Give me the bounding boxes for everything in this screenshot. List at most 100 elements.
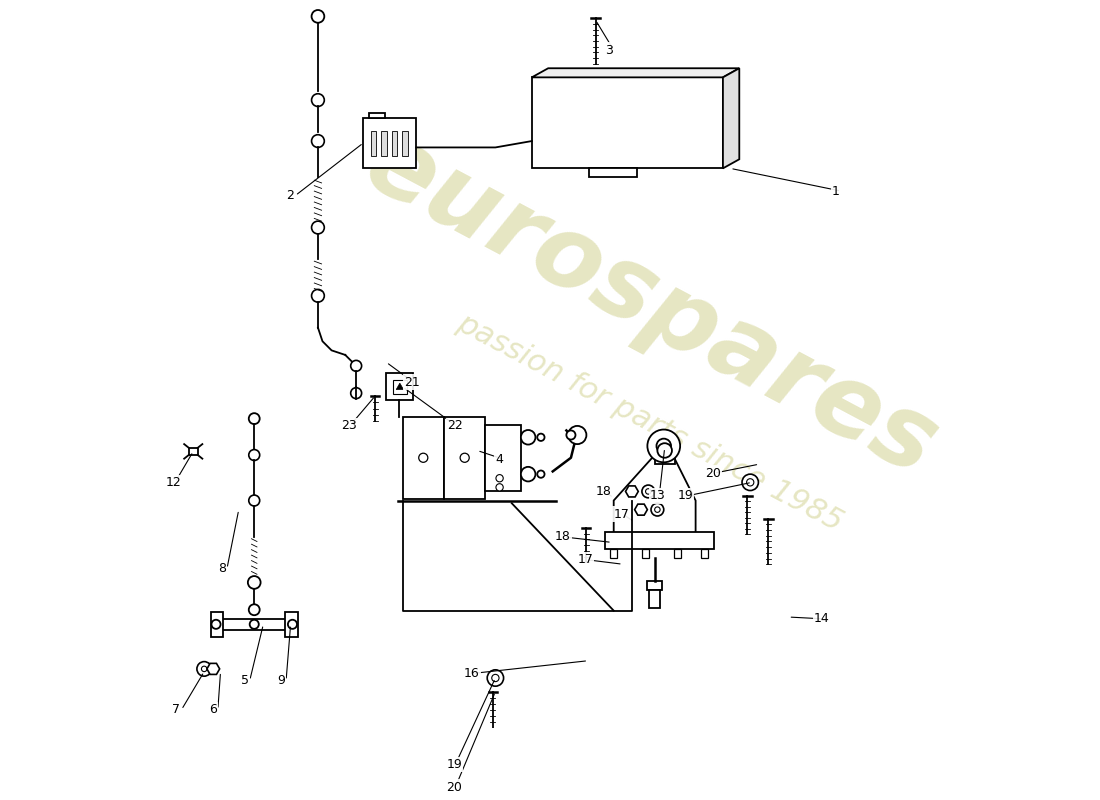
Circle shape bbox=[629, 488, 635, 494]
Circle shape bbox=[648, 430, 680, 462]
Circle shape bbox=[646, 489, 651, 494]
Circle shape bbox=[638, 506, 645, 513]
Circle shape bbox=[521, 430, 536, 445]
Bar bbox=[403, 417, 444, 498]
Circle shape bbox=[566, 430, 575, 439]
Circle shape bbox=[351, 388, 362, 398]
Text: 18: 18 bbox=[554, 530, 571, 543]
Bar bbox=[649, 590, 660, 608]
Circle shape bbox=[201, 666, 207, 672]
Text: 20: 20 bbox=[447, 781, 462, 794]
Text: 19: 19 bbox=[678, 490, 693, 502]
Bar bbox=[393, 380, 407, 394]
Text: 7: 7 bbox=[173, 703, 180, 716]
Circle shape bbox=[569, 426, 586, 444]
Circle shape bbox=[249, 450, 260, 461]
Circle shape bbox=[654, 507, 660, 512]
Circle shape bbox=[496, 484, 503, 491]
Bar bbox=[210, 611, 223, 637]
Circle shape bbox=[197, 662, 211, 676]
Text: 18: 18 bbox=[595, 485, 612, 498]
Text: 23: 23 bbox=[341, 419, 356, 433]
Bar bbox=[654, 437, 674, 464]
Circle shape bbox=[651, 503, 663, 516]
Bar bbox=[701, 549, 708, 558]
Polygon shape bbox=[614, 455, 695, 537]
Text: 13: 13 bbox=[650, 490, 666, 502]
Bar bbox=[285, 611, 298, 637]
Circle shape bbox=[248, 576, 261, 589]
Polygon shape bbox=[635, 504, 648, 515]
Circle shape bbox=[460, 454, 470, 462]
Circle shape bbox=[521, 467, 536, 482]
Text: 20: 20 bbox=[705, 466, 720, 480]
Circle shape bbox=[747, 478, 754, 486]
Polygon shape bbox=[723, 68, 739, 168]
Text: 15: 15 bbox=[578, 799, 593, 800]
Bar bbox=[610, 549, 617, 558]
Bar bbox=[444, 417, 485, 498]
Bar bbox=[605, 532, 714, 549]
Circle shape bbox=[288, 620, 297, 629]
Text: 17: 17 bbox=[614, 508, 629, 521]
Circle shape bbox=[657, 438, 671, 454]
Bar bbox=[674, 549, 681, 558]
Bar bbox=[485, 425, 521, 490]
Bar bbox=[648, 581, 662, 590]
Bar bbox=[590, 168, 637, 178]
Text: 12: 12 bbox=[166, 476, 182, 489]
Polygon shape bbox=[207, 663, 220, 674]
Circle shape bbox=[742, 474, 758, 490]
Circle shape bbox=[249, 413, 260, 424]
Bar bbox=[371, 131, 376, 156]
Bar bbox=[392, 131, 397, 156]
Circle shape bbox=[249, 604, 260, 615]
Circle shape bbox=[537, 470, 544, 478]
Circle shape bbox=[311, 94, 324, 106]
Text: 3: 3 bbox=[605, 43, 613, 57]
Circle shape bbox=[537, 434, 544, 441]
Circle shape bbox=[250, 620, 258, 629]
Text: 5: 5 bbox=[241, 674, 249, 687]
Polygon shape bbox=[531, 68, 739, 78]
Circle shape bbox=[351, 360, 362, 371]
Text: 14: 14 bbox=[814, 612, 829, 626]
Circle shape bbox=[419, 454, 428, 462]
Text: 8: 8 bbox=[218, 562, 226, 575]
Bar bbox=[386, 373, 414, 401]
Circle shape bbox=[249, 495, 260, 506]
Text: 9: 9 bbox=[277, 674, 285, 687]
Bar bbox=[363, 118, 416, 168]
Text: 22: 22 bbox=[448, 419, 463, 433]
Circle shape bbox=[311, 221, 324, 234]
Bar bbox=[368, 113, 385, 118]
Circle shape bbox=[496, 474, 503, 482]
Text: passion for parts since 1985: passion for parts since 1985 bbox=[452, 308, 848, 537]
Bar bbox=[382, 131, 387, 156]
Polygon shape bbox=[626, 486, 638, 497]
Text: 19: 19 bbox=[447, 758, 462, 771]
Circle shape bbox=[642, 485, 654, 498]
Text: 21: 21 bbox=[405, 376, 420, 389]
Circle shape bbox=[311, 290, 324, 302]
Text: 4: 4 bbox=[495, 453, 504, 466]
Bar bbox=[189, 448, 198, 455]
Text: eurospares: eurospares bbox=[348, 114, 953, 497]
Bar bbox=[642, 549, 649, 558]
Text: 17: 17 bbox=[578, 553, 593, 566]
Bar bbox=[218, 619, 290, 630]
Text: 2: 2 bbox=[286, 189, 294, 202]
Bar bbox=[531, 78, 723, 168]
Text: 1: 1 bbox=[832, 185, 840, 198]
Bar bbox=[403, 131, 408, 156]
Circle shape bbox=[311, 10, 324, 22]
Circle shape bbox=[492, 674, 499, 682]
Text: 6: 6 bbox=[209, 703, 217, 716]
Circle shape bbox=[658, 443, 672, 458]
Circle shape bbox=[210, 666, 217, 672]
Circle shape bbox=[487, 670, 504, 686]
Text: 16: 16 bbox=[463, 667, 480, 680]
Circle shape bbox=[211, 620, 221, 629]
Polygon shape bbox=[396, 383, 404, 390]
Circle shape bbox=[311, 134, 324, 147]
